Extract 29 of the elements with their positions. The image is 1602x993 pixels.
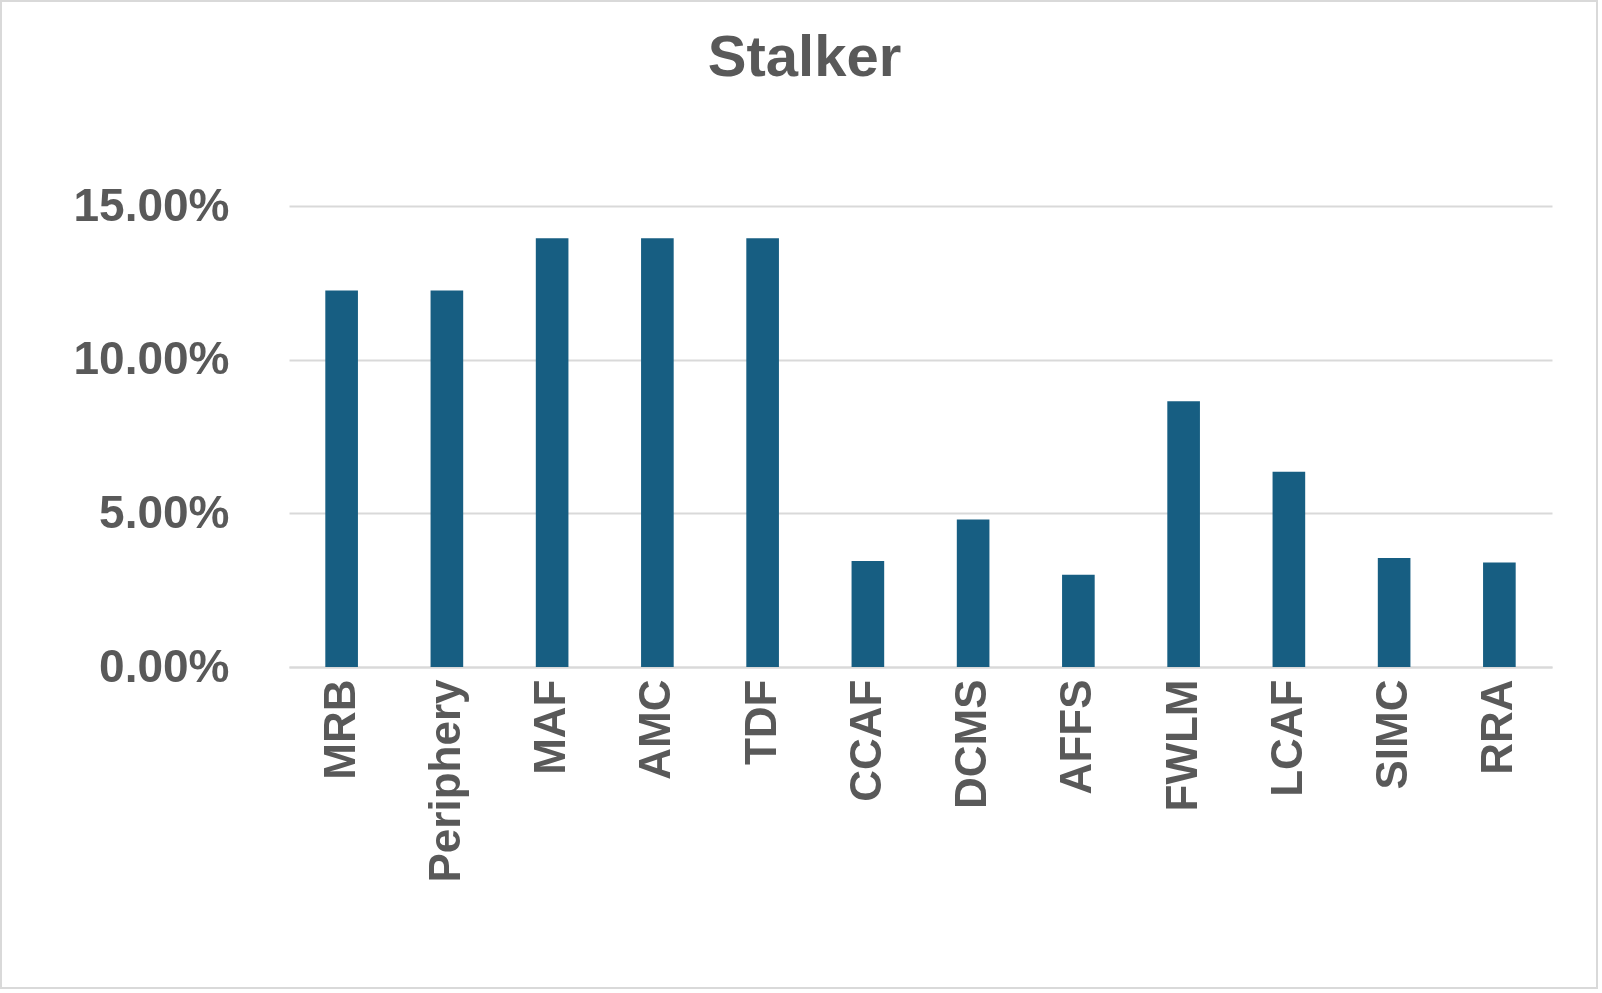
- bar: [1377, 557, 1411, 667]
- bar: [1062, 574, 1095, 667]
- bar: [956, 519, 990, 667]
- x-tick-label: Periphery: [419, 678, 469, 883]
- x-tick-label: TDF: [735, 679, 785, 766]
- x-tick-label: SIMC: [1367, 679, 1417, 790]
- bar: [1272, 471, 1306, 667]
- y-tick-label: 5.00%: [99, 485, 230, 538]
- bar: [1167, 401, 1200, 667]
- bar: [746, 238, 779, 667]
- x-tick-label: LCAF: [1261, 679, 1311, 797]
- y-tick-label: 0.00%: [99, 639, 230, 692]
- y-tick-label: 15.00%: [73, 178, 230, 231]
- bar: [535, 238, 569, 667]
- x-tick-label: CCAF: [840, 679, 890, 802]
- chart-title: Stalker: [707, 23, 902, 88]
- bar: [325, 290, 358, 667]
- x-tick-label: MAF: [525, 679, 575, 775]
- x-tick-label: AMC: [630, 679, 680, 780]
- x-tick-label: RRA: [1472, 679, 1522, 775]
- x-tick-label: DCMS: [946, 679, 996, 810]
- bar: [851, 560, 885, 667]
- bar: [641, 238, 674, 667]
- x-tick-label: FWLM: [1156, 679, 1206, 812]
- x-tick-label: MRB: [314, 679, 364, 780]
- x-tick-label: AFFS: [1051, 679, 1101, 795]
- bar: [430, 290, 464, 667]
- bar: [1483, 562, 1516, 667]
- y-tick-label: 10.00%: [73, 332, 230, 385]
